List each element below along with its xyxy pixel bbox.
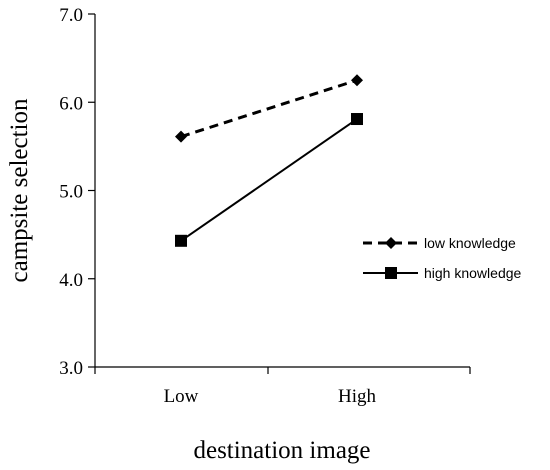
y-tick-label: 5.0 (59, 182, 83, 203)
x-axis-title: destination image (193, 437, 370, 464)
data-point (351, 113, 363, 126)
legend: low knowledge high knowledge (363, 235, 522, 281)
y-tick-label: 7.0 (59, 5, 83, 26)
y-tick-label: 3.0 (59, 358, 83, 379)
series-square (175, 113, 363, 247)
data-point (351, 74, 363, 87)
y-tick-label: 6.0 (59, 93, 83, 114)
series-line (180, 118, 358, 242)
axes (94, 14, 470, 368)
data-point (175, 234, 187, 247)
x-tick-label: Low (164, 386, 199, 407)
legend-label: high knowledge (424, 265, 522, 281)
y-tick-label: 4.0 (59, 270, 83, 291)
y-ticks: 3.0 4.0 5.0 6.0 7.0 (59, 5, 95, 379)
series-diamond (175, 74, 363, 143)
legend-marker (385, 237, 397, 249)
series-line (180, 78, 358, 139)
data-point (175, 130, 187, 143)
legend-marker (385, 267, 397, 279)
x-ticks: Low High (94, 367, 471, 407)
y-axis-title: campsite selection (6, 98, 33, 282)
legend-label: low knowledge (424, 235, 516, 251)
x-tick-label: High (338, 386, 377, 407)
series-layer (175, 74, 363, 247)
